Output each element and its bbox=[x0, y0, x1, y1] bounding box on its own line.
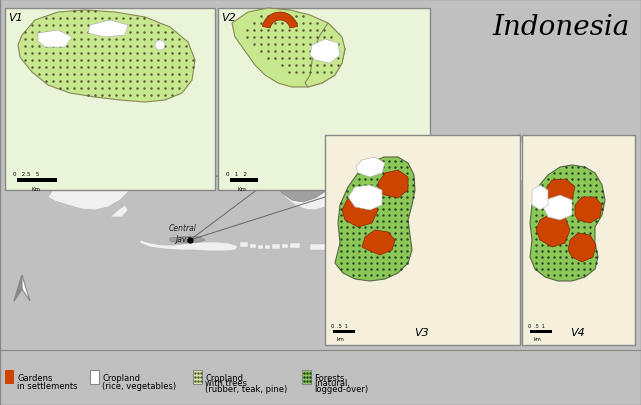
Bar bbox=[240, 243, 248, 247]
Polygon shape bbox=[88, 21, 128, 38]
Text: Forests: Forests bbox=[314, 373, 344, 382]
Text: V3: V3 bbox=[415, 327, 429, 337]
Polygon shape bbox=[530, 166, 605, 281]
Bar bbox=[390, 243, 398, 247]
Polygon shape bbox=[470, 140, 572, 181]
Polygon shape bbox=[270, 148, 335, 202]
Polygon shape bbox=[335, 158, 415, 281]
Polygon shape bbox=[536, 213, 570, 247]
Circle shape bbox=[447, 181, 457, 190]
Polygon shape bbox=[545, 179, 575, 205]
Text: Indonesia: Indonesia bbox=[493, 14, 630, 41]
Text: 0   1   2: 0 1 2 bbox=[226, 172, 247, 177]
Polygon shape bbox=[543, 196, 572, 220]
Bar bbox=[400, 239, 410, 243]
Bar bbox=[282, 244, 288, 248]
Polygon shape bbox=[38, 31, 72, 48]
Bar bbox=[302, 370, 311, 384]
Polygon shape bbox=[14, 275, 30, 301]
Polygon shape bbox=[268, 143, 352, 211]
Text: West
Kalimantan: West Kalimantan bbox=[278, 164, 322, 183]
Circle shape bbox=[447, 158, 453, 164]
Polygon shape bbox=[575, 198, 602, 224]
Text: 0   2.5   5: 0 2.5 5 bbox=[13, 172, 39, 177]
Polygon shape bbox=[262, 13, 297, 29]
Polygon shape bbox=[310, 40, 340, 64]
Bar bbox=[250, 244, 256, 248]
Bar bbox=[265, 245, 270, 249]
Text: (rice, vegetables): (rice, vegetables) bbox=[102, 381, 176, 390]
Bar bbox=[5, 370, 14, 384]
Bar bbox=[5, 9, 215, 190]
Text: Cropland: Cropland bbox=[205, 373, 243, 382]
Polygon shape bbox=[18, 11, 195, 103]
Circle shape bbox=[416, 166, 424, 175]
Polygon shape bbox=[386, 146, 412, 168]
Polygon shape bbox=[568, 233, 596, 262]
Text: with trees: with trees bbox=[205, 378, 247, 387]
Text: 0  .5  1: 0 .5 1 bbox=[528, 323, 545, 328]
Bar bbox=[290, 243, 300, 248]
Text: in settlements: in settlements bbox=[17, 381, 78, 390]
Bar bbox=[272, 244, 280, 249]
Bar bbox=[258, 245, 263, 249]
Circle shape bbox=[434, 162, 442, 170]
Text: Central
Java: Central Java bbox=[169, 224, 197, 243]
Text: V2: V2 bbox=[221, 13, 236, 23]
Bar bbox=[325, 136, 520, 345]
Bar bbox=[17, 179, 57, 183]
Text: (natural,: (natural, bbox=[314, 378, 350, 387]
Polygon shape bbox=[368, 148, 398, 196]
Polygon shape bbox=[170, 237, 205, 243]
Bar bbox=[0, 71, 641, 350]
Bar bbox=[522, 136, 635, 345]
Bar bbox=[218, 9, 430, 190]
Text: km: km bbox=[534, 336, 542, 341]
Polygon shape bbox=[348, 185, 382, 211]
Bar bbox=[365, 247, 385, 254]
Polygon shape bbox=[14, 275, 22, 301]
Text: Gardens: Gardens bbox=[17, 373, 53, 382]
Polygon shape bbox=[532, 185, 548, 211]
Polygon shape bbox=[140, 241, 238, 252]
Text: logged-over): logged-over) bbox=[314, 384, 368, 393]
Text: Km: Km bbox=[238, 187, 247, 192]
Text: (rubber, teak, pine): (rubber, teak, pine) bbox=[205, 384, 287, 393]
Polygon shape bbox=[232, 9, 345, 88]
Circle shape bbox=[155, 41, 165, 51]
Polygon shape bbox=[356, 158, 385, 177]
Bar bbox=[333, 330, 355, 333]
Polygon shape bbox=[305, 24, 345, 88]
Text: V1: V1 bbox=[8, 13, 22, 23]
Polygon shape bbox=[48, 153, 135, 211]
Polygon shape bbox=[362, 230, 395, 256]
Bar bbox=[330, 246, 345, 252]
Polygon shape bbox=[378, 171, 408, 198]
Bar bbox=[90, 370, 99, 384]
Bar bbox=[310, 244, 328, 250]
Bar bbox=[230, 179, 258, 183]
Text: km: km bbox=[337, 336, 345, 341]
Text: Cropland: Cropland bbox=[102, 373, 140, 382]
Circle shape bbox=[442, 173, 448, 179]
Text: 0  .5  1: 0 .5 1 bbox=[331, 323, 348, 328]
Bar bbox=[350, 248, 362, 254]
Bar bbox=[0, 350, 641, 405]
Text: V4: V4 bbox=[570, 327, 585, 337]
Polygon shape bbox=[110, 205, 128, 217]
Bar bbox=[530, 330, 552, 333]
Polygon shape bbox=[342, 194, 378, 228]
Bar bbox=[193, 370, 202, 384]
Text: Km: Km bbox=[31, 187, 40, 192]
Circle shape bbox=[427, 175, 433, 181]
Polygon shape bbox=[558, 168, 588, 190]
